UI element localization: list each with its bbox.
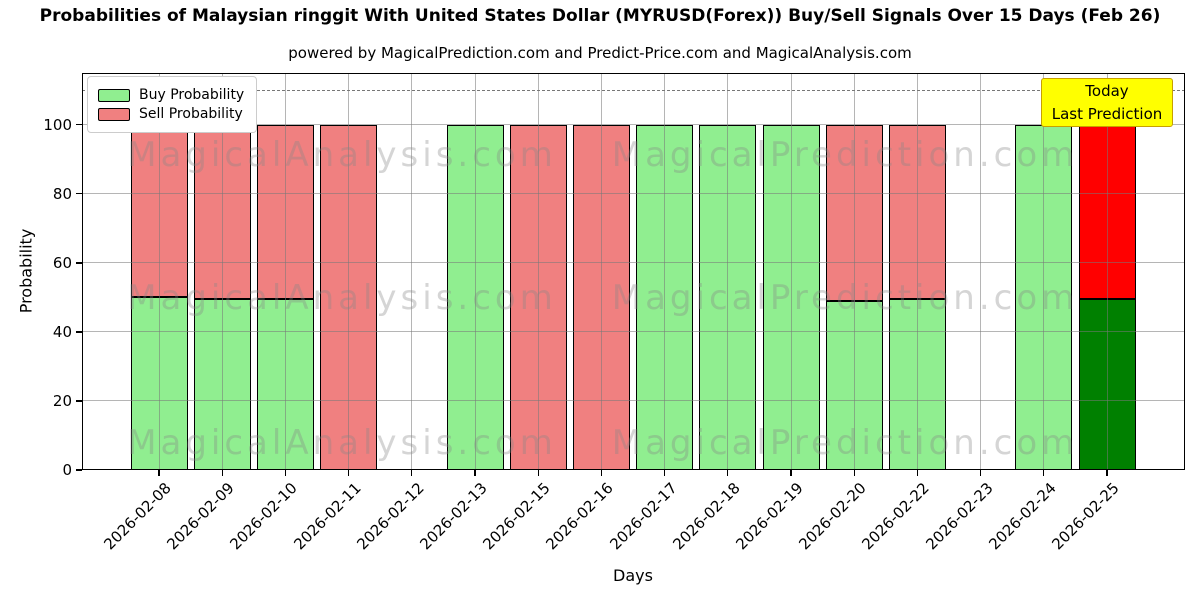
gridline-vertical — [158, 73, 160, 470]
x-axis-label: Days — [613, 566, 653, 585]
y-tick-label: 40 — [52, 322, 72, 341]
x-tick — [474, 470, 476, 476]
today-annotation-line1: Today — [1085, 82, 1129, 100]
x-tick — [727, 470, 729, 476]
watermark-text: MagicalPrediction.com — [611, 278, 1079, 318]
reference-dashed-line — [82, 90, 1185, 92]
legend: Buy Probability Sell Probability — [87, 76, 258, 133]
y-tick — [76, 124, 82, 126]
gridline-vertical — [348, 73, 350, 470]
gridline-vertical — [853, 73, 855, 470]
legend-swatch-sell — [98, 107, 130, 121]
y-tick-label: 20 — [52, 391, 72, 410]
chart-title: Probabilities of Malaysian ringgit With … — [39, 6, 1161, 26]
gridline-vertical — [411, 73, 413, 470]
x-tick — [537, 470, 539, 476]
legend-label-sell: Sell Probability — [139, 106, 243, 122]
y-tick-label: 60 — [52, 253, 72, 272]
y-tick-label: 80 — [52, 184, 72, 203]
gridline-horizontal — [82, 262, 1185, 264]
gridline-vertical — [284, 73, 286, 470]
y-tick — [76, 400, 82, 402]
plot-area: MagicalAnalysis.com MagicalPrediction.com… — [82, 73, 1185, 470]
x-tick — [1043, 470, 1045, 476]
watermark-text: MagicalAnalysis.com — [127, 135, 557, 175]
gridline-vertical — [727, 73, 729, 470]
y-tick-label: 100 — [43, 115, 72, 134]
x-tick — [284, 470, 287, 476]
x-tick — [979, 470, 982, 476]
gridline-vertical — [600, 73, 602, 470]
watermark-text: MagicalAnalysis.com — [127, 423, 557, 463]
today-annotation-line2: Last Prediction — [1051, 104, 1163, 123]
x-tick — [1106, 470, 1108, 476]
gridline-vertical — [1106, 73, 1108, 470]
x-tick — [158, 470, 160, 476]
gridline-vertical — [664, 73, 666, 470]
watermark-text: MagicalAnalysis.com — [127, 278, 557, 318]
today-annotation-box: Today Last Prediction — [1041, 78, 1173, 127]
watermark-text: MagicalPrediction.com — [611, 135, 1079, 175]
y-tick — [76, 193, 82, 195]
gridline-vertical — [916, 73, 918, 470]
x-tick — [411, 470, 413, 476]
x-tick — [663, 470, 666, 476]
gridline-vertical — [221, 73, 223, 470]
gridline-vertical — [474, 73, 476, 470]
gridline-vertical — [537, 73, 539, 470]
y-tick-label: 0 — [62, 461, 72, 479]
x-tick-label: 2026-02-08 — [100, 479, 175, 554]
chart-subtitle: powered by MagicalPrediction.com and Pre… — [288, 44, 912, 62]
x-tick — [916, 470, 919, 476]
y-tick — [76, 331, 82, 333]
legend-swatch-buy — [98, 88, 130, 102]
x-tick — [853, 470, 855, 476]
gridline-vertical — [980, 73, 982, 470]
y-tick — [76, 262, 82, 264]
legend-label-buy: Buy Probability — [139, 87, 245, 103]
gridline-horizontal — [82, 331, 1185, 333]
y-tick — [76, 469, 82, 471]
legend-row-buy: Buy Probability — [98, 87, 244, 103]
x-tick — [600, 470, 603, 476]
watermark-text: MagicalPrediction.com — [611, 423, 1079, 463]
x-tick — [790, 470, 792, 476]
x-tick — [347, 470, 350, 476]
gridline-vertical — [1043, 73, 1045, 470]
gridline-horizontal — [82, 124, 1185, 126]
legend-row-sell: Sell Probability — [98, 106, 244, 122]
gridline-vertical — [790, 73, 792, 470]
gridline-horizontal — [82, 193, 1185, 195]
gridline-horizontal — [82, 400, 1185, 402]
x-tick — [221, 470, 223, 476]
